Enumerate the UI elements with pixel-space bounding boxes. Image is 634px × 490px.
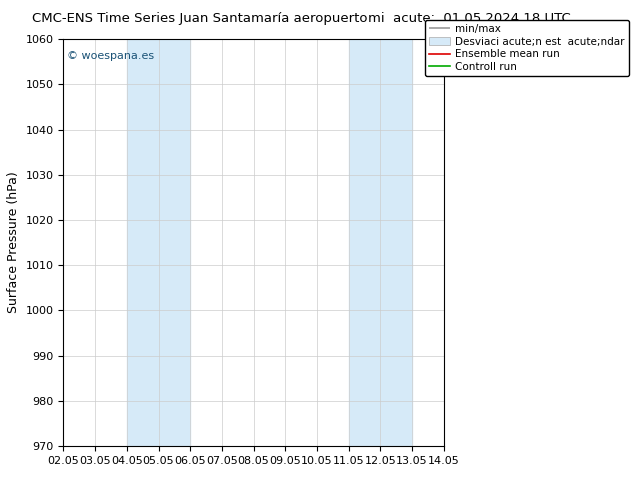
- Text: © woespana.es: © woespana.es: [67, 51, 154, 61]
- Y-axis label: Surface Pressure (hPa): Surface Pressure (hPa): [7, 172, 20, 314]
- Text: CMC-ENS Time Series Juan Santamaría aeropuerto: CMC-ENS Time Series Juan Santamaría aero…: [32, 12, 367, 25]
- Legend: min/max, Desviaci acute;n est  acute;ndar, Ensemble mean run, Controll run: min/max, Desviaci acute;n est acute;ndar…: [425, 20, 629, 76]
- Bar: [349, 39, 412, 446]
- Text: mi  acute;. 01.05.2024 18 UTC: mi acute;. 01.05.2024 18 UTC: [368, 12, 571, 25]
- Bar: [127, 39, 190, 446]
